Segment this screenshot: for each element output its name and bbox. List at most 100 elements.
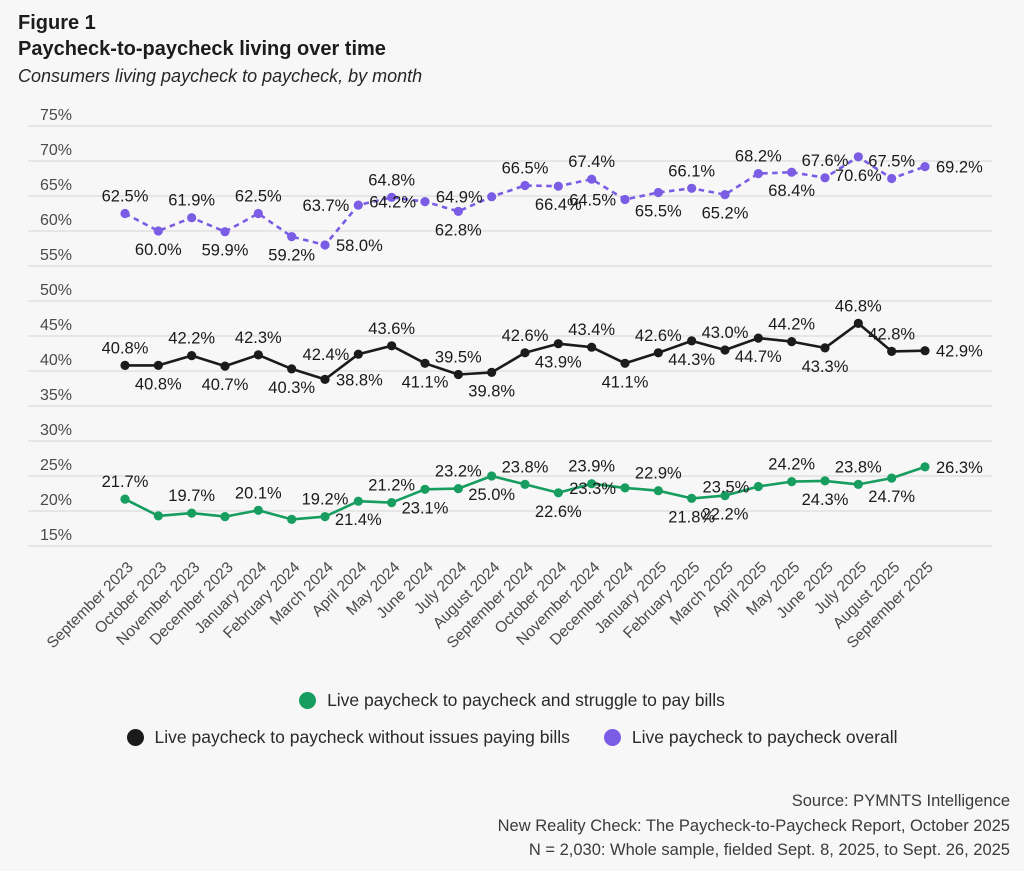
legend-label: Live paycheck to paycheck without issues… (154, 727, 570, 747)
legend-row-2: Live paycheck to paycheck without issues… (0, 727, 1024, 748)
svg-text:55%: 55% (40, 247, 72, 264)
svg-text:66.1%: 66.1% (668, 162, 715, 180)
svg-text:40%: 40% (40, 352, 72, 369)
svg-text:40.3%: 40.3% (268, 379, 315, 397)
legend-item-overall: Live paycheck to paycheck overall (603, 727, 898, 748)
svg-text:58.0%: 58.0% (336, 237, 383, 255)
svg-text:43.4%: 43.4% (568, 321, 615, 339)
svg-text:42.9%: 42.9% (936, 343, 983, 361)
svg-text:38.8%: 38.8% (336, 371, 383, 389)
svg-text:43.0%: 43.0% (702, 324, 749, 342)
svg-text:44.3%: 44.3% (668, 351, 715, 369)
svg-text:50%: 50% (40, 282, 72, 299)
svg-text:40.8%: 40.8% (135, 375, 182, 393)
report-line: New Reality Check: The Paycheck-to-Paych… (497, 816, 1010, 835)
svg-text:19.7%: 19.7% (168, 487, 215, 505)
svg-text:21.8%: 21.8% (668, 508, 715, 526)
legend-row-1: Live paycheck to paycheck and struggle t… (0, 690, 1024, 711)
svg-text:25.0%: 25.0% (468, 486, 515, 504)
svg-text:62.8%: 62.8% (435, 221, 482, 239)
svg-text:59.9%: 59.9% (202, 242, 249, 260)
svg-text:46.8%: 46.8% (835, 297, 882, 315)
svg-text:23.2%: 23.2% (435, 463, 482, 481)
svg-text:45%: 45% (40, 317, 72, 334)
svg-text:41.1%: 41.1% (602, 373, 649, 391)
svg-text:68.4%: 68.4% (768, 182, 815, 200)
svg-text:23.8%: 23.8% (835, 458, 882, 476)
svg-text:64.2%: 64.2% (369, 194, 416, 212)
svg-text:62.5%: 62.5% (235, 188, 282, 206)
svg-text:23.9%: 23.9% (568, 458, 615, 476)
svg-text:39.8%: 39.8% (468, 382, 515, 400)
svg-text:44.2%: 44.2% (768, 316, 815, 334)
svg-text:42.8%: 42.8% (868, 325, 915, 343)
svg-text:64.9%: 64.9% (436, 189, 483, 207)
svg-text:24.2%: 24.2% (768, 456, 815, 474)
svg-text:40.8%: 40.8% (102, 339, 149, 357)
svg-text:62.5%: 62.5% (102, 188, 149, 206)
svg-text:42.3%: 42.3% (235, 329, 282, 347)
svg-text:75%: 75% (40, 107, 72, 124)
line-chart-svg: 75%70%65%60%55%50%45%40%35%30%25%20%15%S… (28, 107, 992, 652)
svg-text:41.1%: 41.1% (402, 373, 449, 391)
figure-label: Figure 1 (18, 12, 96, 34)
svg-text:68.2%: 68.2% (735, 148, 782, 166)
svg-text:42.4%: 42.4% (303, 346, 350, 364)
page-title: Paycheck-to-paycheck living over time (18, 38, 386, 60)
legend-label: Live paycheck to paycheck and struggle t… (327, 690, 725, 710)
svg-text:64.5%: 64.5% (569, 192, 616, 210)
source-attribution: Source: PYMNTS Intelligence New Reality … (498, 789, 1010, 863)
svg-text:66.4%: 66.4% (535, 196, 582, 214)
svg-text:30%: 30% (40, 422, 72, 439)
svg-text:24.3%: 24.3% (802, 491, 849, 509)
svg-text:23.5%: 23.5% (703, 479, 750, 497)
svg-text:67.5%: 67.5% (868, 153, 915, 171)
svg-text:42.2%: 42.2% (168, 330, 215, 348)
legend-item-struggle-to-pay-bills: Live paycheck to paycheck and struggle t… (299, 690, 725, 711)
svg-text:70%: 70% (40, 142, 72, 159)
svg-text:39.5%: 39.5% (435, 349, 482, 367)
svg-text:24.7%: 24.7% (868, 488, 915, 506)
svg-text:21.4%: 21.4% (335, 511, 382, 529)
svg-text:65.2%: 65.2% (702, 205, 749, 223)
legend-item-without-issues: Live paycheck to paycheck without issues… (126, 727, 570, 748)
svg-text:20%: 20% (40, 492, 72, 509)
svg-text:43.3%: 43.3% (802, 358, 849, 376)
svg-text:22.6%: 22.6% (535, 503, 582, 521)
svg-text:42.6%: 42.6% (635, 327, 682, 345)
svg-text:64.8%: 64.8% (368, 171, 415, 189)
svg-text:20.1%: 20.1% (235, 484, 282, 502)
svg-text:22.2%: 22.2% (702, 506, 749, 524)
figure-subtitle: Consumers living paycheck to paycheck, b… (18, 66, 423, 86)
svg-text:44.7%: 44.7% (735, 348, 782, 366)
svg-text:63.7%: 63.7% (303, 197, 350, 215)
svg-text:67.4%: 67.4% (568, 153, 615, 171)
svg-text:43.9%: 43.9% (535, 354, 582, 372)
black-dot-icon (126, 729, 144, 746)
svg-text:21.2%: 21.2% (368, 477, 415, 495)
purple-dot-icon (603, 729, 621, 746)
svg-text:43.6%: 43.6% (368, 320, 415, 338)
svg-text:35%: 35% (40, 387, 72, 404)
svg-text:26.3%: 26.3% (936, 459, 983, 477)
svg-text:60%: 60% (40, 212, 72, 229)
svg-text:60.0%: 60.0% (135, 241, 182, 259)
svg-text:23.1%: 23.1% (402, 499, 449, 517)
green-dot-icon (299, 692, 317, 709)
svg-text:65%: 65% (40, 177, 72, 194)
svg-text:61.9%: 61.9% (168, 192, 215, 210)
svg-text:59.2%: 59.2% (268, 247, 315, 265)
svg-text:66.5%: 66.5% (502, 160, 549, 178)
svg-text:15%: 15% (40, 527, 72, 544)
chart-header: Figure 1 Paycheck-to-paycheck living ove… (18, 10, 422, 88)
svg-text:70.6%: 70.6% (835, 167, 882, 185)
svg-text:40.7%: 40.7% (202, 376, 249, 394)
svg-text:21.7%: 21.7% (102, 473, 149, 491)
svg-text:23.3%: 23.3% (569, 480, 616, 498)
svg-text:69.2%: 69.2% (936, 159, 983, 177)
svg-text:23.8%: 23.8% (502, 458, 549, 476)
legend-label: Live paycheck to paycheck overall (631, 727, 898, 747)
svg-text:25%: 25% (40, 457, 72, 474)
svg-text:42.6%: 42.6% (502, 327, 549, 345)
